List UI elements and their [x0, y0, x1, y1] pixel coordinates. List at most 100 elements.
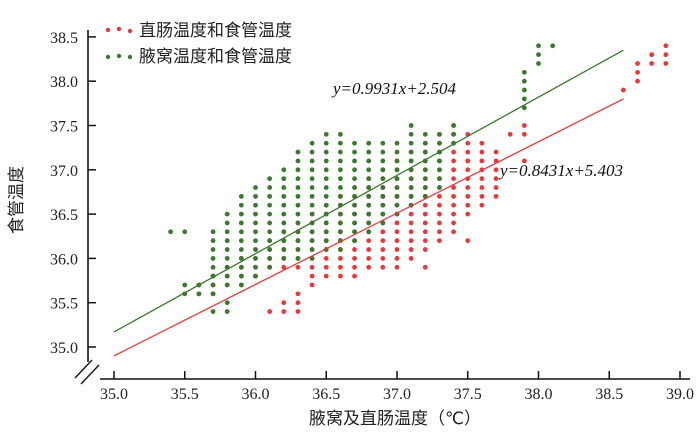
data-point [451, 229, 456, 235]
data-point [507, 131, 513, 137]
data-point [309, 282, 315, 288]
data-point [408, 158, 414, 164]
data-point [352, 140, 357, 146]
data-point [210, 256, 216, 261]
data-point [281, 176, 287, 182]
data-point [422, 131, 428, 137]
data-point [224, 211, 230, 217]
regression-line-1 [113, 49, 624, 333]
data-point [210, 264, 216, 270]
data-point [352, 273, 357, 279]
data-point [352, 202, 357, 208]
data-point [451, 167, 456, 173]
data-point [352, 264, 357, 270]
y-tick-label: 37.5 [50, 119, 78, 136]
data-point [465, 149, 471, 155]
data-point [465, 140, 471, 146]
data-point [408, 220, 414, 226]
data-point [238, 273, 244, 279]
data-point [238, 256, 244, 261]
data-point [267, 193, 273, 199]
data-point [394, 220, 400, 226]
data-point [380, 158, 386, 164]
data-point [352, 220, 357, 226]
regression-line-0 [113, 98, 624, 357]
data-point [451, 158, 456, 164]
data-point [366, 158, 372, 164]
data-point [380, 149, 386, 155]
data-point [394, 176, 400, 182]
data-point [309, 247, 315, 252]
data-point [352, 158, 357, 164]
data-point [338, 185, 343, 190]
data-point [408, 176, 414, 182]
data-point [521, 78, 527, 84]
data-point [338, 211, 343, 217]
x-tick-label: 36.0 [242, 386, 270, 403]
data-point [422, 220, 428, 226]
data-point [408, 140, 414, 146]
data-point [380, 220, 386, 226]
data-point [437, 202, 442, 208]
data-point [479, 176, 485, 182]
legend-marker-rectal [105, 26, 133, 34]
data-point [479, 158, 485, 164]
data-point [238, 264, 244, 270]
data-point [267, 247, 273, 252]
axes [74, 30, 690, 385]
data-point [267, 256, 273, 261]
data-point [309, 238, 315, 244]
data-point [323, 158, 329, 164]
data-point [253, 193, 258, 199]
data-point [422, 167, 428, 173]
data-point [323, 220, 329, 226]
data-point [394, 193, 400, 199]
data-point [323, 176, 329, 182]
data-point [295, 256, 301, 261]
data-point [323, 185, 329, 190]
x-tick-label: 38.0 [525, 386, 553, 403]
legend: 直肠温度和食管温度 腋窝温度和食管温度 [105, 21, 292, 67]
data-point [380, 185, 386, 190]
data-point [366, 185, 372, 190]
data-point [224, 229, 230, 235]
data-point [451, 123, 456, 128]
data-point [437, 140, 442, 146]
data-point [309, 149, 315, 155]
x-tick-label: 37.0 [383, 386, 411, 403]
data-point [267, 264, 273, 270]
data-point [338, 256, 343, 261]
data-point [295, 291, 301, 297]
data-point [408, 238, 414, 244]
data-point [224, 282, 230, 288]
data-point [267, 211, 273, 217]
data-point [253, 256, 258, 261]
data-point [635, 69, 640, 75]
y-tick-label: 35.5 [50, 296, 78, 313]
data-point [267, 202, 273, 208]
data-point [380, 229, 386, 235]
data-point [635, 61, 640, 66]
data-point [521, 96, 527, 102]
data-point [281, 185, 287, 190]
data-point [380, 167, 386, 173]
data-point [366, 238, 372, 244]
data-point [366, 220, 372, 226]
data-point [238, 229, 244, 235]
data-point [366, 149, 372, 155]
data-point [253, 185, 258, 190]
data-point [437, 238, 442, 244]
data-point [352, 238, 357, 244]
data-point [224, 256, 230, 261]
data-point [338, 158, 343, 164]
data-point [408, 256, 414, 261]
data-point [408, 193, 414, 199]
data-point [338, 140, 343, 146]
data-point [422, 202, 428, 208]
data-point [493, 167, 499, 173]
data-point [479, 193, 485, 199]
data-point [422, 247, 428, 252]
data-point [267, 309, 273, 314]
data-point [352, 256, 357, 261]
data-point [182, 282, 188, 288]
